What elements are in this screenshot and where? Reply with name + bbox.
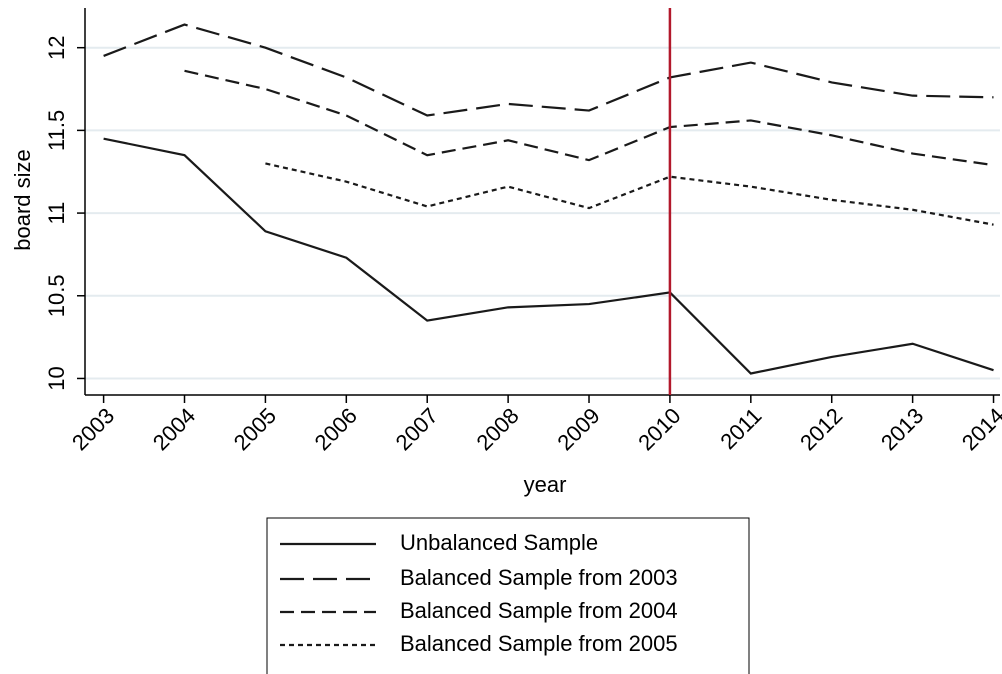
- legend-label: Balanced Sample from 2004: [400, 598, 678, 623]
- x-axis-title: year: [524, 472, 567, 497]
- x-tick-label: 2011: [715, 403, 766, 454]
- x-tick-label: 2006: [310, 403, 362, 455]
- x-tick-label: 2008: [471, 403, 523, 455]
- legend-label: Unbalanced Sample: [400, 530, 598, 555]
- x-tick-label: 2003: [67, 403, 119, 455]
- series-line: [103, 137, 994, 375]
- x-tick-label: 2012: [795, 403, 847, 455]
- y-tick-label: 11: [44, 202, 69, 225]
- x-tick-label: 2013: [876, 403, 928, 455]
- y-tick-label: 10: [44, 366, 69, 390]
- series-line: [265, 162, 994, 226]
- y-tick-label: 12: [44, 35, 69, 59]
- series-line: [103, 23, 994, 117]
- x-tick-label: 2010: [633, 403, 685, 455]
- x-tick-label: 2014: [957, 403, 1002, 455]
- x-tick-label: 2004: [148, 403, 200, 455]
- x-tick-label: 2009: [552, 403, 604, 455]
- y-tick-label: 11.5: [44, 110, 69, 151]
- legend-label: Balanced Sample from 2005: [400, 631, 678, 656]
- y-tick-label: 10.5: [44, 274, 69, 317]
- legend-label: Balanced Sample from 2003: [400, 565, 678, 590]
- x-tick-label: 2005: [229, 403, 281, 455]
- x-tick-label: 2007: [391, 403, 443, 455]
- y-axis-title: board size: [10, 149, 35, 251]
- series-line: [184, 69, 994, 167]
